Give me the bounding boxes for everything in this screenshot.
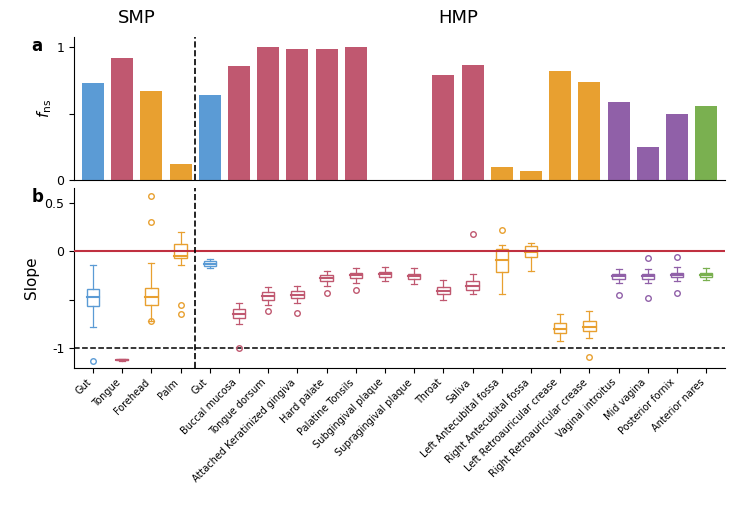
Bar: [141, 91, 162, 180]
Bar: [520, 171, 542, 180]
Y-axis label: Slope: Slope: [24, 257, 38, 299]
Bar: [233, 309, 245, 318]
Bar: [204, 261, 216, 266]
Bar: [608, 102, 630, 180]
Bar: [258, 47, 279, 180]
Bar: [579, 82, 600, 180]
Text: b: b: [32, 188, 44, 206]
Bar: [350, 272, 362, 278]
Bar: [262, 292, 275, 300]
Bar: [199, 95, 221, 180]
Bar: [116, 359, 128, 360]
Bar: [408, 274, 420, 279]
Bar: [671, 272, 683, 277]
Bar: [613, 274, 625, 279]
Bar: [169, 164, 192, 180]
Bar: [696, 106, 717, 180]
Bar: [111, 58, 133, 180]
Bar: [228, 66, 250, 180]
Bar: [87, 289, 99, 307]
Bar: [437, 287, 449, 294]
Text: HMP: HMP: [438, 9, 478, 27]
Bar: [462, 65, 483, 180]
Bar: [549, 71, 571, 180]
Bar: [700, 272, 713, 277]
Bar: [82, 83, 104, 180]
Bar: [379, 271, 391, 277]
Bar: [525, 246, 537, 257]
Bar: [642, 274, 654, 279]
Bar: [316, 49, 337, 180]
Bar: [145, 288, 158, 304]
Bar: [432, 75, 454, 180]
Text: SMP: SMP: [118, 9, 155, 27]
Bar: [496, 249, 508, 271]
Y-axis label: $f_{\rm ns}$: $f_{\rm ns}$: [35, 99, 53, 118]
Bar: [637, 147, 659, 180]
Bar: [491, 167, 513, 180]
Bar: [345, 47, 367, 180]
Bar: [292, 291, 303, 298]
Bar: [466, 281, 479, 290]
Text: a: a: [32, 37, 43, 55]
Bar: [320, 276, 333, 281]
Bar: [286, 49, 309, 180]
Bar: [554, 323, 566, 333]
Bar: [175, 245, 186, 258]
Bar: [666, 114, 688, 180]
Bar: [583, 321, 596, 331]
